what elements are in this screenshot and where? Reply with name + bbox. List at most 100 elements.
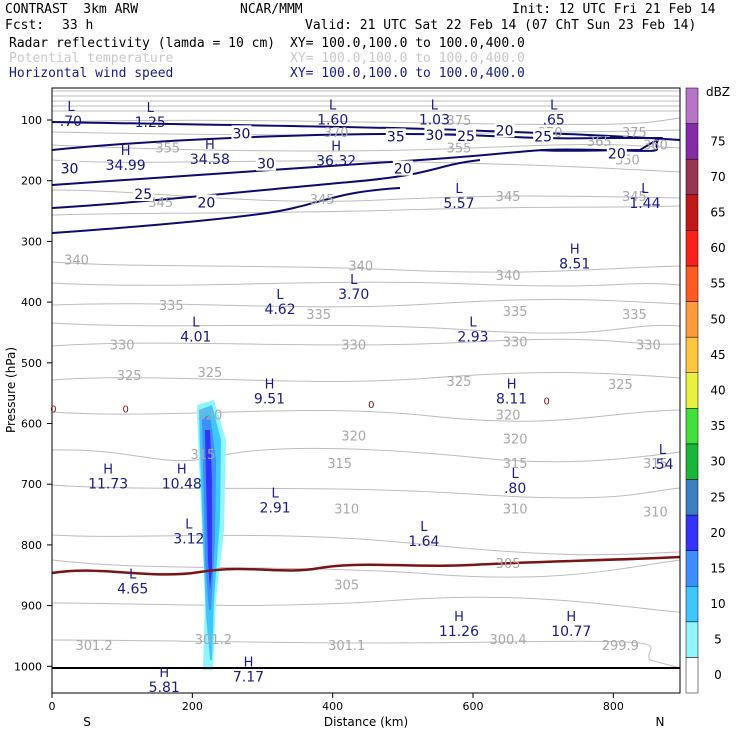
wind-label: 30 [425,128,443,144]
model-name: CONTRAST 3km ARW [5,2,139,17]
extremum-value: 1.25 [135,115,166,131]
extremum-value: 11.73 [88,476,128,492]
wind-label: 25 [457,129,475,145]
reflectivity-plume [197,400,226,670]
y-tick-label: 900 [21,600,42,613]
wind-label-bg [385,128,406,144]
wind-label: 35 [387,129,405,145]
colorbar-level-label: 25 [710,490,725,504]
zero-labels: 0 0 0 0 [50,396,550,415]
colorbar-level-label: 30 [710,455,725,469]
colorbar-segment [685,265,699,302]
theta-label: 320 [197,408,222,423]
wind-label-bg [455,127,476,143]
extremum-type: L [455,182,463,197]
colorbar-level-label: 50 [710,312,725,326]
field-xy-wind: XY= 100.0,100.0 to 100.0,400.0 [290,66,525,81]
theta-label: 330 [341,339,366,354]
theta-label: 345 [310,193,335,208]
extremum-type: H [103,462,113,477]
x-tick-label: 800 [603,700,624,713]
extremum-type: L [659,443,667,458]
colorbar-level-label: 10 [710,597,725,611]
extremum-type: H [121,144,131,159]
theta-label: 345 [622,190,647,205]
theta-label: 315 [190,448,215,463]
colorbar: 0 5 10 15 20 25 30 35 40 45 50 55 60 65 70 75 dBZ [685,85,730,694]
colorbar-segment [685,301,699,338]
theta-label: 320 [341,430,366,445]
extremum-value: 3.12 [173,532,204,548]
colorbar-level-label: 65 [710,206,725,220]
extremum-type: H [570,243,580,258]
theta-label: 315 [643,457,668,472]
theta-label: 305 [334,578,359,593]
extremum-type: L [192,315,200,330]
zero-isotherm-label: 0 [50,404,56,415]
extremum-type: L [469,315,477,330]
wind-label: 20 [496,123,514,139]
wind-labels: 30 35 30 25 20 25 30 30 20 20 25 20 [59,122,627,212]
colorbar-level-label: 70 [710,170,725,184]
extremum-value: 36.32 [316,153,356,169]
wind-contours [51,121,681,234]
wind-label-bg [59,160,80,176]
colorbar-level-label: 20 [710,526,725,540]
y-tick-label: 400 [21,296,42,309]
extremum-type: L [350,273,358,288]
init-time: Init: 12 UTC Fri 21 Feb 14 [512,2,716,17]
theta-label: 301.1 [328,639,365,654]
y-tick-label: 100 [21,114,42,127]
y-tick-label: 800 [21,539,42,552]
y-tick-label: 700 [21,478,42,491]
colorbar-level-label: 5 [714,633,722,647]
field-xy-theta: XY= 100.0,100.0 to 100.0,400.0 [290,51,525,66]
wind-label-bg [133,186,154,202]
field-name-theta: Potential temperature [9,51,174,66]
extremum-value: 4.01 [180,329,211,345]
extremum-value: 11.26 [439,624,479,640]
colorbar-level-label: 15 [710,561,725,575]
colorbar-segment [685,657,699,694]
theta-label: 330 [503,336,528,351]
extremum-value: .80 [504,481,526,497]
theta-label: 330 [636,339,661,354]
theta-label: 325 [608,378,633,393]
extremum-value: 5.57 [443,196,474,212]
extremum-value: 7.17 [233,669,264,685]
theta-label: 335 [503,305,528,320]
theta-label: 315 [327,457,352,472]
extremum-type: L [329,99,337,114]
x-tick-label: 600 [463,700,484,713]
theta-labels: 3753753703703653603553553503453453453453… [64,114,668,654]
theta-label: 360 [643,138,668,153]
theta-label: 370 [324,126,349,141]
wind-label: 30 [257,157,275,173]
wind-label-bg [533,128,554,144]
extremum-value: 5.81 [149,680,180,696]
theta-label: 375 [622,126,647,141]
y-tick-label: 600 [21,418,42,431]
fcst-value: 33 h [62,18,94,33]
extremum-type: L [185,518,193,533]
theta-label: 325 [197,366,222,381]
y-axis-label: Pressure (hPa) [4,347,18,433]
field-xy-reflectivity: XY= 100.0,100.0 to 100.0,400.0 [290,36,525,51]
plot-frame [51,87,681,694]
extremum-type: H [507,377,517,392]
colorbar-level-label: 0 [714,668,722,682]
extrema-labels: L.70L1.25L1.60L1.03L.65H34.99H34.58H36.3… [60,99,674,697]
colorbar-level-label: 35 [710,419,725,433]
wind-label-bg [231,125,252,141]
wind-label-bg [256,155,277,171]
extremum-type: H [205,138,215,153]
extremum-value: 3.70 [338,287,369,303]
colorbar-segment [685,514,699,551]
wind-label: 25 [534,129,552,145]
zero-isotherm-label: 0 [368,400,374,411]
extremum-type: L [276,288,284,303]
extremum-value: 10.77 [551,624,591,640]
colorbar-segment [685,123,699,160]
extremum-type: H [177,462,187,477]
